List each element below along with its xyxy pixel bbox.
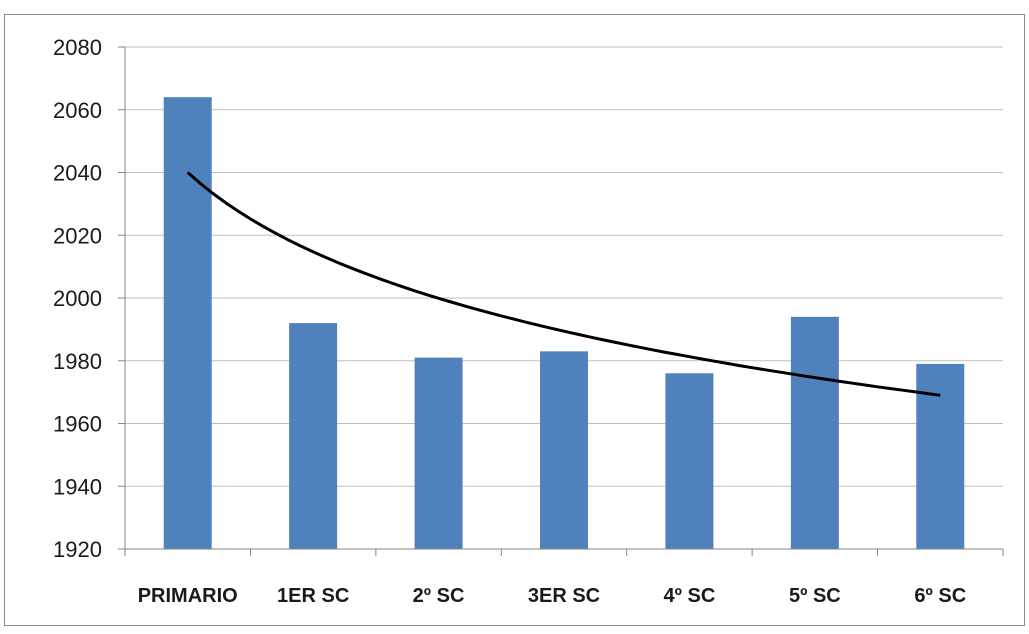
gridlines [125,46,1003,487]
x-tick-label: 2º SC [413,585,465,607]
y-tick-label: 2080 [53,35,102,60]
x-tick-label: 4º SC [664,585,716,607]
y-tick-label: 2020 [53,223,102,248]
trendline [186,171,941,397]
y-tick-label: 2040 [53,161,102,186]
x-tick-labels: PRIMARIO 1ER SC 2º SC 3ER SC 4º SC 5º SC 6º SC [138,585,966,607]
y-tick-labels: 1920 1940 1960 1980 2000 2020 2040 2060 2080 [53,35,102,562]
bars [163,97,965,549]
x-tick-label: 3ER SC [528,585,600,607]
bar-3 [414,357,463,549]
x-tick-label: 5º SC [789,585,841,607]
x-tick-label: 6º SC [914,585,966,607]
bar-1 [163,97,212,549]
bar-4 [540,351,588,549]
bar-2 [289,323,338,549]
y-tick-label: 2000 [53,286,102,311]
trendline-group [186,171,941,397]
y-tick-label: 1960 [53,412,102,437]
axes [118,46,1004,556]
x-tick-label: PRIMARIO [138,585,238,607]
y-tick-label: 1980 [53,349,102,374]
x-tick-label: 1ER SC [277,585,349,607]
y-tick-label: 2060 [53,98,102,123]
bar-6 [790,316,839,549]
y-tick-label: 1940 [53,474,102,499]
y-tick-label: 1920 [53,537,102,562]
bar-5 [665,373,714,549]
